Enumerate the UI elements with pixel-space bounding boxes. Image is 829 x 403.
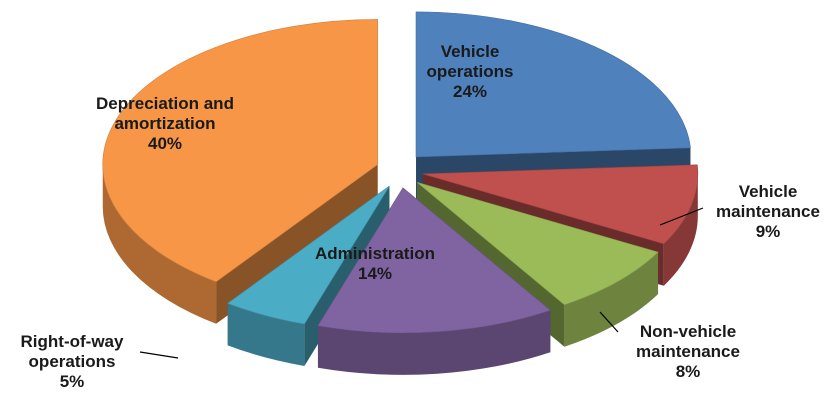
slice-side bbox=[102, 164, 217, 324]
slice-side bbox=[564, 252, 659, 347]
slice-label: Right-of-way operations 5% bbox=[2, 332, 142, 392]
category-label: Vehicle operations bbox=[426, 42, 514, 81]
value-label: 24% bbox=[452, 82, 488, 101]
slice-label: Depreciation and amortization 40% bbox=[70, 94, 260, 154]
leader-line bbox=[139, 351, 179, 359]
slice-side bbox=[317, 310, 551, 375]
slice bbox=[227, 185, 390, 366]
slice-side bbox=[227, 303, 305, 366]
value-label: 40% bbox=[147, 134, 183, 153]
leader-line bbox=[599, 311, 619, 333]
category-label: Right-of-way operations bbox=[20, 332, 124, 371]
slice-top bbox=[227, 185, 390, 325]
value-label: 8% bbox=[675, 362, 701, 381]
leader-line bbox=[659, 207, 704, 226]
category-label: Administration bbox=[315, 244, 435, 263]
slice-label: Vehicle maintenance 9% bbox=[703, 182, 829, 242]
slice-label: Vehicle operations 24% bbox=[400, 42, 540, 102]
category-label: Vehicle maintenance bbox=[716, 182, 820, 221]
category-label: Depreciation and amortization bbox=[96, 94, 234, 133]
slice-top bbox=[416, 182, 659, 306]
slice-top bbox=[415, 11, 691, 158]
slice bbox=[317, 187, 551, 375]
value-label: 5% bbox=[59, 372, 85, 391]
value-label: 14% bbox=[357, 264, 393, 283]
value-label: 9% bbox=[755, 222, 781, 241]
slice-side bbox=[663, 173, 698, 286]
slice-top bbox=[102, 19, 379, 283]
slice-top bbox=[422, 164, 699, 245]
slice-top bbox=[317, 187, 551, 334]
slice-label: Non-vehicle maintenance 8% bbox=[613, 322, 763, 382]
slice-label: Administration 14% bbox=[295, 244, 455, 284]
category-label: Non-vehicle maintenance bbox=[636, 322, 740, 361]
